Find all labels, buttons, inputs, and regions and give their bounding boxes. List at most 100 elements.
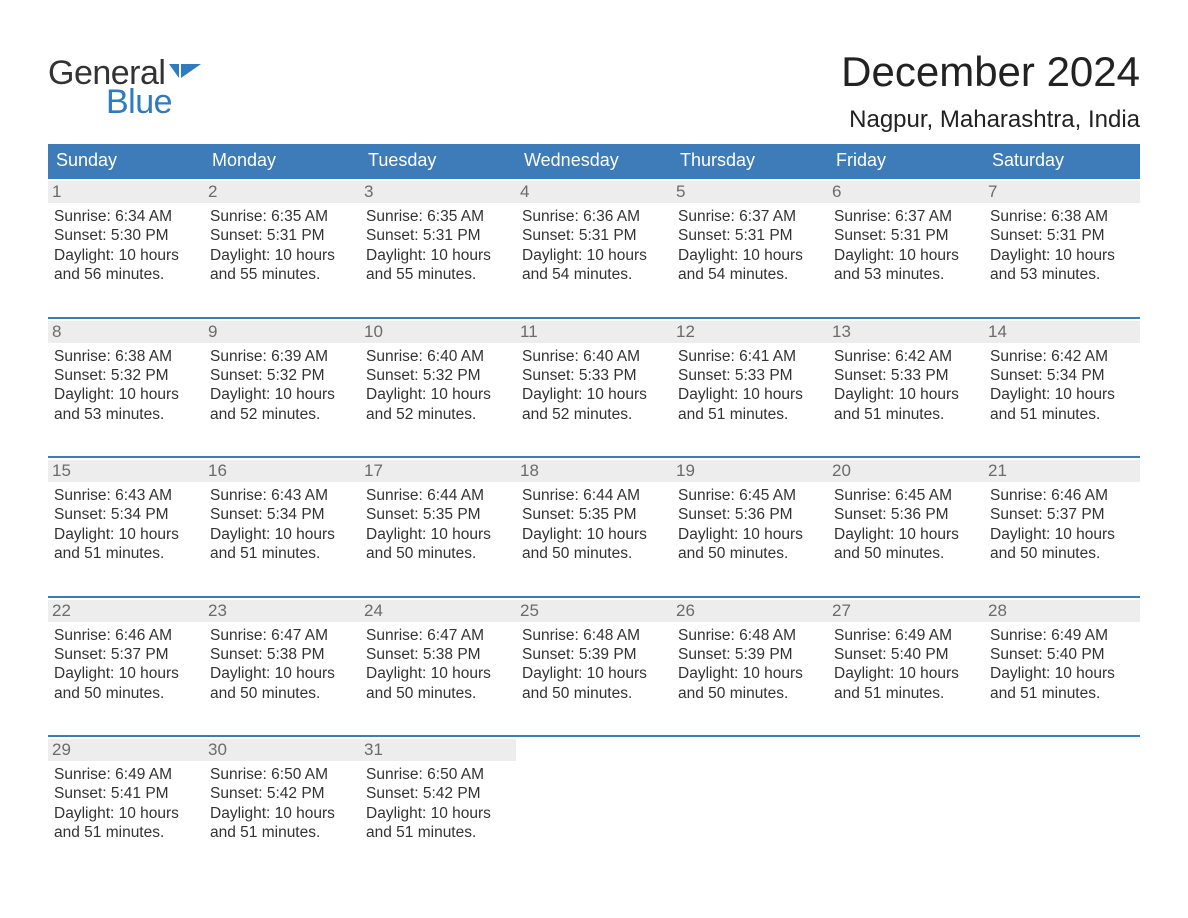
day-cell: 23 Sunrise: 6:47 AMSunset: 5:38 PMDayligh…	[204, 598, 360, 718]
dow-cell: Sunday	[48, 144, 204, 177]
day-number: 17	[360, 460, 516, 482]
day-number: 4	[516, 181, 672, 203]
day-cell: 25 Sunrise: 6:48 AMSunset: 5:39 PMDayligh…	[516, 598, 672, 718]
day-details: Sunrise: 6:40 AMSunset: 5:32 PMDaylight:…	[366, 347, 510, 425]
day-cell: 19Sunrise: 6:45 AMSunset: 5:36 PMDayligh…	[672, 458, 828, 578]
day-number: 3	[360, 181, 516, 203]
day-cell: 7Sunrise: 6:38 AMSunset: 5:31 PMDaylight…	[984, 179, 1140, 299]
day-cell: 13 Sunrise: 6:42 AMSunset: 5:33 PMDayligh…	[828, 319, 984, 439]
day-cell: 29Sunrise: 6:49 AMSunset: 5:41 PMDayligh…	[48, 737, 204, 857]
day-number: 5	[672, 181, 828, 203]
dow-cell: Monday	[204, 144, 360, 177]
day-cell: 2 Sunrise: 6:35 AMSunset: 5:31 PMDaylight…	[204, 179, 360, 299]
day-cell	[984, 737, 1140, 857]
day-cell: 28 Sunrise: 6:49 AMSunset: 5:40 PMDayligh…	[984, 598, 1140, 718]
day-details: Sunrise: 6:49 AMSunset: 5:40 PMDaylight:…	[990, 626, 1134, 704]
day-details: Sunrise: 6:43 AMSunset: 5:34 PMDaylight:…	[54, 486, 198, 564]
day-details: Sunrise: 6:46 AMSunset: 5:37 PMDaylight:…	[990, 486, 1134, 564]
calendar-page: General Blue December 2024 Nagpur, Mahar…	[0, 0, 1188, 857]
logo-word2: Blue	[106, 83, 172, 122]
header: General Blue December 2024 Nagpur, Mahar…	[48, 48, 1140, 134]
day-details: Sunrise: 6:43 AMSunset: 5:34 PMDaylight:…	[210, 486, 354, 564]
day-cell	[672, 737, 828, 857]
day-cell	[828, 737, 984, 857]
title-block: December 2024 Nagpur, Maharashtra, India	[841, 48, 1140, 134]
logo-flag-icon	[169, 64, 203, 89]
day-cell: 12 Sunrise: 6:41 AMSunset: 5:33 PMDayligh…	[672, 319, 828, 439]
dow-cell: Wednesday	[516, 144, 672, 177]
calendar-grid: SundayMondayTuesdayWednesdayThursdayFrid…	[48, 144, 1140, 857]
day-cell: 11 Sunrise: 6:40 AMSunset: 5:33 PMDayligh…	[516, 319, 672, 439]
dow-cell: Tuesday	[360, 144, 516, 177]
day-details: Sunrise: 6:40 AMSunset: 5:33 PMDaylight:…	[522, 347, 666, 425]
day-details: Sunrise: 6:39 AMSunset: 5:32 PMDaylight:…	[210, 347, 354, 425]
day-details: Sunrise: 6:44 AMSunset: 5:35 PMDaylight:…	[522, 486, 666, 564]
dow-header-row: SundayMondayTuesdayWednesdayThursdayFrid…	[48, 144, 1140, 177]
day-details: Sunrise: 6:48 AMSunset: 5:39 PMDaylight:…	[678, 626, 822, 704]
day-details: Sunrise: 6:42 AMSunset: 5:34 PMDaylight:…	[990, 347, 1134, 425]
day-cell: 31Sunrise: 6:50 AMSunset: 5:42 PMDayligh…	[360, 737, 516, 857]
week-spacer	[48, 578, 1140, 596]
day-number: 9	[204, 321, 360, 343]
week-row: 15 Sunrise: 6:43 AMSunset: 5:34 PMDayligh…	[48, 456, 1140, 578]
day-number: 10	[360, 321, 516, 343]
day-details: Sunrise: 6:47 AMSunset: 5:38 PMDaylight:…	[366, 626, 510, 704]
day-details: Sunrise: 6:45 AMSunset: 5:36 PMDaylight:…	[678, 486, 822, 564]
day-details: Sunrise: 6:47 AMSunset: 5:38 PMDaylight:…	[210, 626, 354, 704]
day-number: 13	[828, 321, 984, 343]
month-title: December 2024	[841, 48, 1140, 96]
week-spacer	[48, 717, 1140, 735]
weeks-container: 1Sunrise: 6:34 AMSunset: 5:30 PMDaylight…	[48, 177, 1140, 857]
day-number: 25	[516, 600, 672, 622]
dow-cell: Thursday	[672, 144, 828, 177]
day-details: Sunrise: 6:35 AMSunset: 5:31 PMDaylight:…	[366, 207, 510, 285]
day-number: 24	[360, 600, 516, 622]
day-number: 2	[204, 181, 360, 203]
logo: General Blue	[48, 48, 203, 122]
day-number: 1	[48, 181, 204, 203]
day-number: 8	[48, 321, 204, 343]
day-details: Sunrise: 6:45 AMSunset: 5:36 PMDaylight:…	[834, 486, 978, 564]
day-details: Sunrise: 6:38 AMSunset: 5:32 PMDaylight:…	[54, 347, 198, 425]
day-number: 12	[672, 321, 828, 343]
day-cell: 16 Sunrise: 6:43 AMSunset: 5:34 PMDayligh…	[204, 458, 360, 578]
day-cell: 6 Sunrise: 6:37 AMSunset: 5:31 PMDaylight…	[828, 179, 984, 299]
day-number: 23	[204, 600, 360, 622]
dow-cell: Friday	[828, 144, 984, 177]
day-cell: 3 Sunrise: 6:35 AMSunset: 5:31 PMDaylight…	[360, 179, 516, 299]
day-cell: 10 Sunrise: 6:40 AMSunset: 5:32 PMDayligh…	[360, 319, 516, 439]
day-number: 16	[204, 460, 360, 482]
day-details: Sunrise: 6:48 AMSunset: 5:39 PMDaylight:…	[522, 626, 666, 704]
day-cell: 26Sunrise: 6:48 AMSunset: 5:39 PMDayligh…	[672, 598, 828, 718]
day-details: Sunrise: 6:36 AMSunset: 5:31 PMDaylight:…	[522, 207, 666, 285]
day-number: 6	[828, 181, 984, 203]
week-spacer	[48, 299, 1140, 317]
day-cell: 9 Sunrise: 6:39 AMSunset: 5:32 PMDaylight…	[204, 319, 360, 439]
day-details: Sunrise: 6:37 AMSunset: 5:31 PMDaylight:…	[834, 207, 978, 285]
day-number: 15	[48, 460, 204, 482]
day-details: Sunrise: 6:42 AMSunset: 5:33 PMDaylight:…	[834, 347, 978, 425]
day-cell: 5 Sunrise: 6:37 AMSunset: 5:31 PMDaylight…	[672, 179, 828, 299]
day-cell: 8 Sunrise: 6:38 AMSunset: 5:32 PMDaylight…	[48, 319, 204, 439]
day-number: 22	[48, 600, 204, 622]
day-number: 14	[984, 321, 1140, 343]
day-cell: 30Sunrise: 6:50 AMSunset: 5:42 PMDayligh…	[204, 737, 360, 857]
day-number: 11	[516, 321, 672, 343]
day-cell: 21Sunrise: 6:46 AMSunset: 5:37 PMDayligh…	[984, 458, 1140, 578]
day-number: 28	[984, 600, 1140, 622]
day-cell: 14 Sunrise: 6:42 AMSunset: 5:34 PMDayligh…	[984, 319, 1140, 439]
day-number: 29	[48, 739, 204, 761]
week-spacer	[48, 438, 1140, 456]
day-details: Sunrise: 6:50 AMSunset: 5:42 PMDaylight:…	[366, 765, 510, 843]
day-details: Sunrise: 6:41 AMSunset: 5:33 PMDaylight:…	[678, 347, 822, 425]
day-number: 27	[828, 600, 984, 622]
day-details: Sunrise: 6:38 AMSunset: 5:31 PMDaylight:…	[990, 207, 1134, 285]
day-cell: 18Sunrise: 6:44 AMSunset: 5:35 PMDayligh…	[516, 458, 672, 578]
week-row: 8 Sunrise: 6:38 AMSunset: 5:32 PMDaylight…	[48, 317, 1140, 439]
day-details: Sunrise: 6:35 AMSunset: 5:31 PMDaylight:…	[210, 207, 354, 285]
day-cell: 17 Sunrise: 6:44 AMSunset: 5:35 PMDayligh…	[360, 458, 516, 578]
day-details: Sunrise: 6:37 AMSunset: 5:31 PMDaylight:…	[678, 207, 822, 285]
week-row: 29Sunrise: 6:49 AMSunset: 5:41 PMDayligh…	[48, 735, 1140, 857]
day-cell: 20Sunrise: 6:45 AMSunset: 5:36 PMDayligh…	[828, 458, 984, 578]
day-details: Sunrise: 6:44 AMSunset: 5:35 PMDaylight:…	[366, 486, 510, 564]
